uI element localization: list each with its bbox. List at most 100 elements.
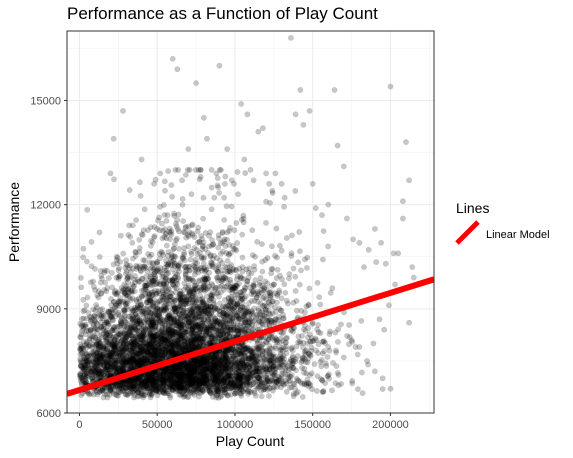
data-point (192, 256, 199, 263)
data-point (138, 287, 145, 294)
data-point (235, 325, 242, 332)
data-point (236, 361, 243, 368)
data-point (278, 247, 285, 254)
data-point (196, 368, 203, 375)
data-point (269, 364, 276, 371)
data-point (185, 369, 192, 376)
data-point (406, 319, 413, 326)
data-point (324, 354, 331, 360)
data-point (190, 262, 197, 269)
data-point (315, 322, 321, 328)
data-point (296, 281, 303, 288)
data-point (113, 274, 120, 281)
data-point (173, 277, 180, 284)
data-point (121, 323, 128, 330)
data-point (306, 285, 313, 292)
data-point (143, 372, 150, 379)
data-point (234, 169, 241, 175)
data-point (130, 384, 137, 391)
data-point (244, 382, 251, 389)
data-point (219, 240, 226, 247)
data-point (126, 294, 133, 301)
data-point (378, 239, 385, 246)
data-point (278, 295, 285, 302)
data-point (189, 320, 196, 327)
data-point (185, 323, 192, 330)
data-point (325, 243, 332, 250)
data-point (197, 371, 204, 378)
data-point (176, 340, 183, 346)
data-point (208, 286, 215, 293)
data-point (160, 371, 167, 378)
data-point (409, 264, 416, 271)
data-point (212, 357, 219, 364)
data-point (161, 178, 168, 185)
data-point (240, 219, 247, 226)
data-point (80, 308, 87, 315)
data-point (181, 244, 188, 251)
data-point (365, 246, 372, 253)
data-point (406, 177, 413, 184)
data-point (195, 379, 202, 386)
data-point (228, 293, 235, 300)
data-point (162, 343, 169, 350)
data-point (113, 303, 120, 309)
data-point (88, 238, 95, 245)
data-point (335, 326, 342, 333)
data-point (250, 362, 257, 369)
data-point (145, 359, 152, 366)
grid-lines (67, 31, 434, 414)
data-point (217, 369, 224, 376)
data-point (132, 360, 139, 367)
data-point (148, 319, 155, 326)
data-point (246, 356, 253, 363)
data-point (183, 369, 190, 376)
data-point (134, 306, 141, 312)
data-point (185, 146, 192, 153)
data-point (107, 366, 114, 372)
data-point (197, 316, 204, 323)
data-point (270, 281, 277, 288)
data-point (105, 359, 112, 366)
data-point (309, 180, 316, 187)
data-point (137, 347, 144, 354)
data-point (184, 286, 191, 293)
data-point (121, 387, 128, 394)
data-point (87, 332, 94, 339)
data-point (108, 332, 114, 339)
data-point (255, 128, 262, 135)
data-point (95, 356, 102, 363)
data-point (77, 333, 84, 340)
data-point (358, 369, 365, 376)
data-point (126, 357, 133, 363)
data-point (117, 365, 124, 372)
data-point (179, 196, 186, 202)
data-point (134, 389, 141, 396)
data-point (321, 348, 328, 355)
data-point (153, 337, 160, 344)
data-point (314, 279, 321, 286)
data-point (204, 135, 210, 142)
data-point (110, 135, 117, 142)
data-point (231, 285, 238, 291)
data-point (227, 279, 234, 286)
data-point (142, 286, 149, 293)
data-point (188, 191, 195, 198)
data-point (173, 347, 180, 354)
data-point (251, 263, 258, 270)
data-point (193, 246, 200, 253)
data-point (244, 327, 251, 334)
data-point (171, 329, 178, 336)
data-point (315, 350, 322, 357)
data-point (279, 276, 285, 283)
data-point (271, 372, 278, 379)
data-point (173, 366, 180, 373)
data-point (118, 320, 125, 327)
data-point (104, 345, 111, 352)
data-point (213, 170, 220, 177)
data-point (236, 322, 243, 329)
data-point (325, 201, 332, 208)
data-point (157, 341, 164, 348)
data-point (297, 87, 304, 93)
data-point (152, 351, 158, 358)
